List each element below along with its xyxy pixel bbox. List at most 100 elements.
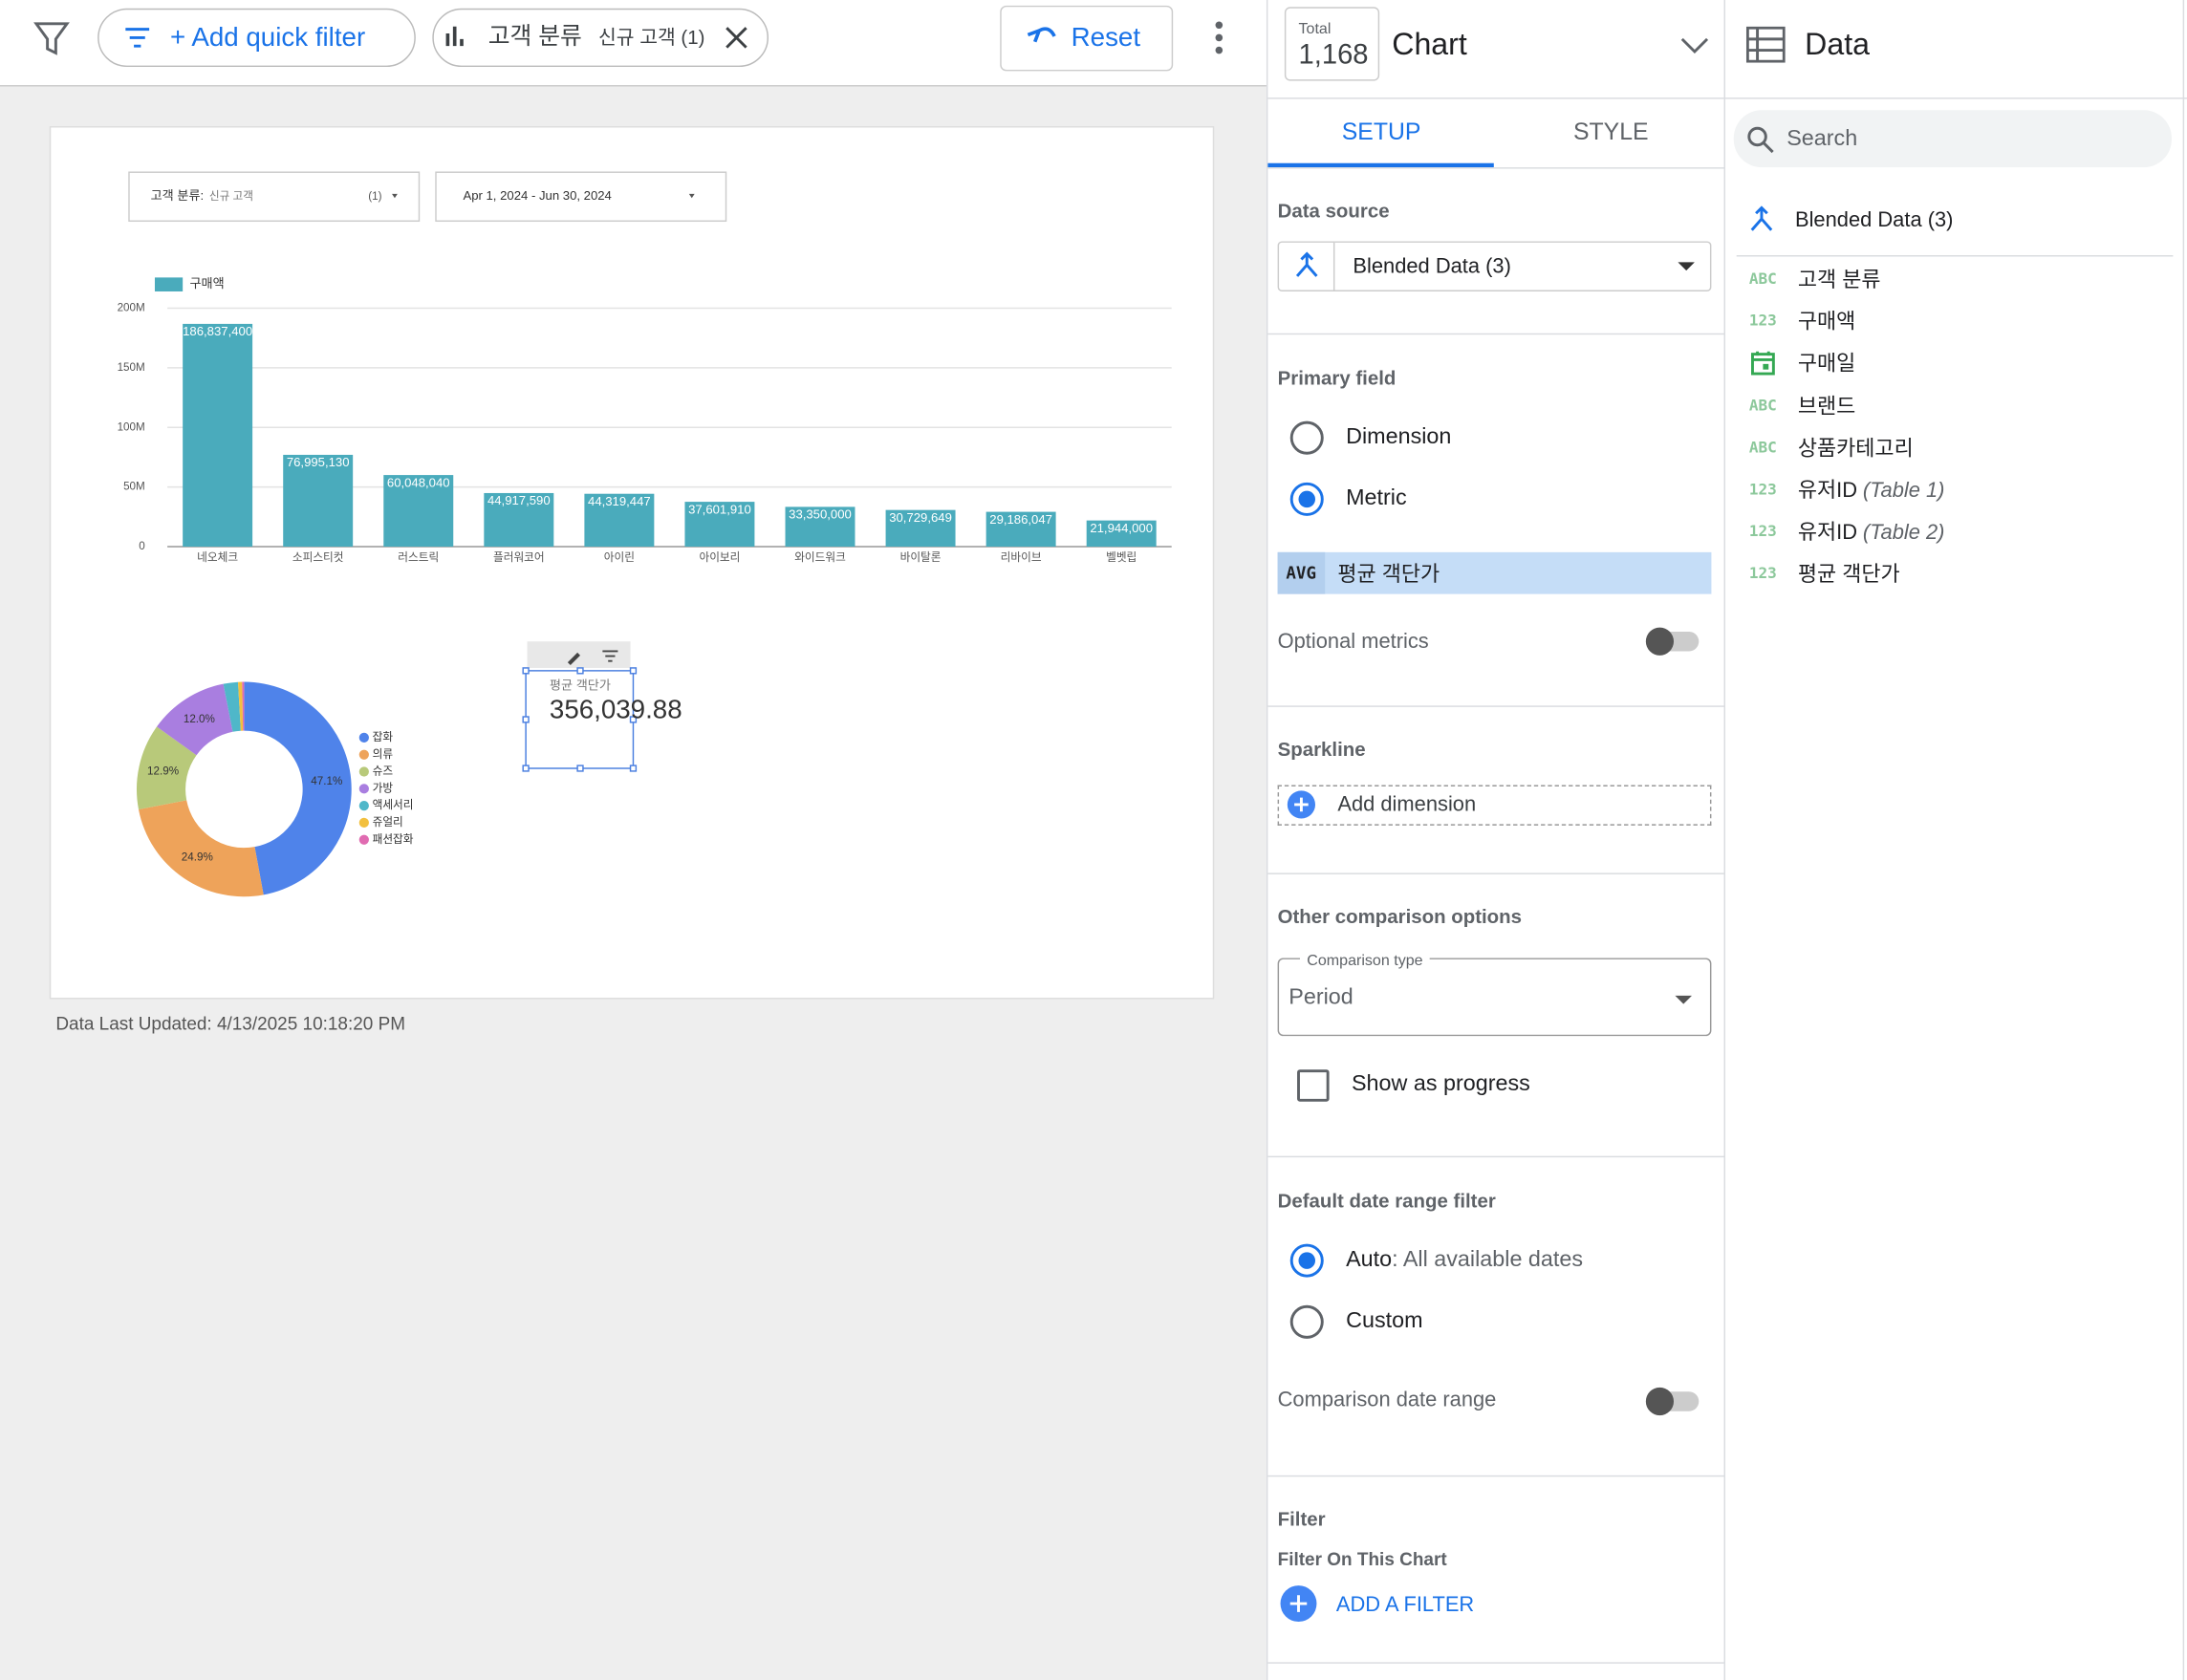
control-category[interactable] xyxy=(128,171,421,223)
search-box[interactable] xyxy=(1733,110,2172,168)
bar xyxy=(885,509,956,548)
control-label: 고객 분류: xyxy=(151,188,205,203)
blend-icon xyxy=(1750,205,1773,231)
add-quick-filter-button[interactable] xyxy=(97,8,416,68)
legend-swatch xyxy=(154,277,184,291)
field-type: 123 xyxy=(1748,312,1777,331)
separator xyxy=(1332,242,1335,291)
scorecard-label: 평균 객단가 xyxy=(550,678,611,692)
collapse-chevron[interactable] xyxy=(1679,33,1710,55)
add-quick-filter-text[interactable]: + Add quick filter xyxy=(170,22,365,52)
field-name[interactable]: 브랜드 xyxy=(1798,391,1855,420)
field-type: 123 xyxy=(1748,480,1777,499)
field-name[interactable]: 평균 객단가 xyxy=(1798,559,1900,589)
legend-label: 구매액 xyxy=(189,276,224,291)
control-date[interactable] xyxy=(435,171,727,223)
tab-indicator xyxy=(1267,162,1494,168)
radio-dimension[interactable] xyxy=(1289,420,1324,455)
bar xyxy=(383,475,454,548)
option-label: Custom xyxy=(1346,1309,1423,1333)
field-label: 상품카테고리 xyxy=(1797,437,1914,461)
legend-label: 가방 xyxy=(373,782,394,794)
chip-close[interactable] xyxy=(725,27,747,49)
field-label: 구매일 xyxy=(1797,353,1856,377)
control-count: (1) xyxy=(368,190,381,203)
bar-value-label: 44,319,447 xyxy=(588,494,651,508)
add-dimension[interactable] xyxy=(1277,785,1712,826)
comparison-select[interactable] xyxy=(1277,958,1712,1037)
bar xyxy=(484,492,554,548)
bar-value-label: 44,917,590 xyxy=(487,493,551,507)
radio-metric[interactable] xyxy=(1289,482,1324,516)
field-type: ABC xyxy=(1748,269,1777,289)
section-heading: Primary field xyxy=(1277,366,1397,390)
checkbox-label: Show as progress xyxy=(1351,1072,1530,1096)
edit-icon[interactable] xyxy=(567,652,581,666)
bar-value-label: 186,837,400 xyxy=(183,324,252,338)
toggle[interactable] xyxy=(1645,627,1700,656)
option-label: Metric xyxy=(1346,486,1407,511)
bar xyxy=(684,502,755,548)
legend-dot xyxy=(358,834,369,845)
x-tick-label: 아이보리 xyxy=(699,551,740,564)
tab-style[interactable]: STYLE xyxy=(1572,118,1649,145)
setup-panel xyxy=(1266,0,1726,1680)
x-tick-label: 플러워코어 xyxy=(493,551,545,564)
y-tick-label: 50M xyxy=(123,481,145,493)
legend-dot xyxy=(358,732,369,743)
slice-label: 12.0% xyxy=(184,713,215,725)
data-source-select[interactable] xyxy=(1277,241,1712,291)
divider xyxy=(1267,1662,1726,1664)
toggle[interactable] xyxy=(1645,1387,1700,1416)
divider xyxy=(1267,872,1726,874)
bar-value-label: 76,995,130 xyxy=(287,455,350,469)
x-tick-label: 러스트릭 xyxy=(398,551,439,564)
chip-field: 고객 분류 xyxy=(488,24,582,50)
legend-label: 액세서리 xyxy=(373,799,414,811)
donut-slice xyxy=(157,683,233,756)
reset-button[interactable] xyxy=(1000,5,1174,72)
field-name[interactable]: 유저ID (Table 2) xyxy=(1798,517,1945,547)
plus-icon[interactable] xyxy=(1279,1584,1318,1624)
scorecard-value: 356,039.88 xyxy=(550,695,682,724)
data-source: Blended Data (3) xyxy=(1794,208,1954,232)
field-type: 123 xyxy=(1748,564,1777,583)
donut-slice xyxy=(223,681,241,732)
filter-chip[interactable] xyxy=(432,8,769,68)
reset-text[interactable]: Reset xyxy=(1072,22,1141,52)
metric-name: 평균 객단가 xyxy=(1337,562,1440,587)
field-note: (Table 2) xyxy=(1862,521,1945,546)
filter-icon[interactable] xyxy=(33,22,70,55)
bar-value-label: 33,350,000 xyxy=(789,507,852,522)
radio-custom[interactable] xyxy=(1289,1304,1324,1339)
field-name[interactable]: 상품카테고리 xyxy=(1798,433,1914,463)
dropdown-arrow xyxy=(1675,995,1692,1004)
selection-handles xyxy=(522,667,638,772)
more-menu[interactable] xyxy=(1215,21,1223,54)
add-dimension-text: Add dimension xyxy=(1337,792,1477,817)
field-name[interactable]: 고객 분류 xyxy=(1798,265,1881,294)
auto-detail: : All available dates xyxy=(1392,1247,1584,1272)
field-name[interactable]: 구매일 xyxy=(1798,349,1855,378)
donut-slice xyxy=(137,726,197,809)
control-date-text: Apr 1, 2024 - Jun 30, 2024 xyxy=(463,188,611,203)
tab-setup[interactable]: SETUP xyxy=(1341,118,1421,145)
add-filter[interactable]: ADD A FILTER xyxy=(1335,1593,1475,1617)
agg-box xyxy=(1277,551,1326,594)
field-name[interactable]: 유저ID (Table 1) xyxy=(1798,475,1945,505)
field-name[interactable]: 구매액 xyxy=(1798,307,1855,336)
radio-auto[interactable] xyxy=(1289,1243,1324,1278)
bar-value-label: 21,944,000 xyxy=(1090,521,1153,535)
metric-chip[interactable] xyxy=(1277,551,1712,594)
filter-icon-small[interactable] xyxy=(602,650,618,662)
bar-value-label: 60,048,040 xyxy=(387,475,450,489)
bar xyxy=(1086,520,1157,548)
slice-label: 24.9% xyxy=(182,851,213,864)
filter-lines-icon xyxy=(125,28,150,48)
section-heading: Sparkline xyxy=(1277,737,1366,761)
divider xyxy=(1267,167,1726,169)
checkbox[interactable] xyxy=(1297,1069,1330,1102)
total-box xyxy=(1284,7,1380,81)
